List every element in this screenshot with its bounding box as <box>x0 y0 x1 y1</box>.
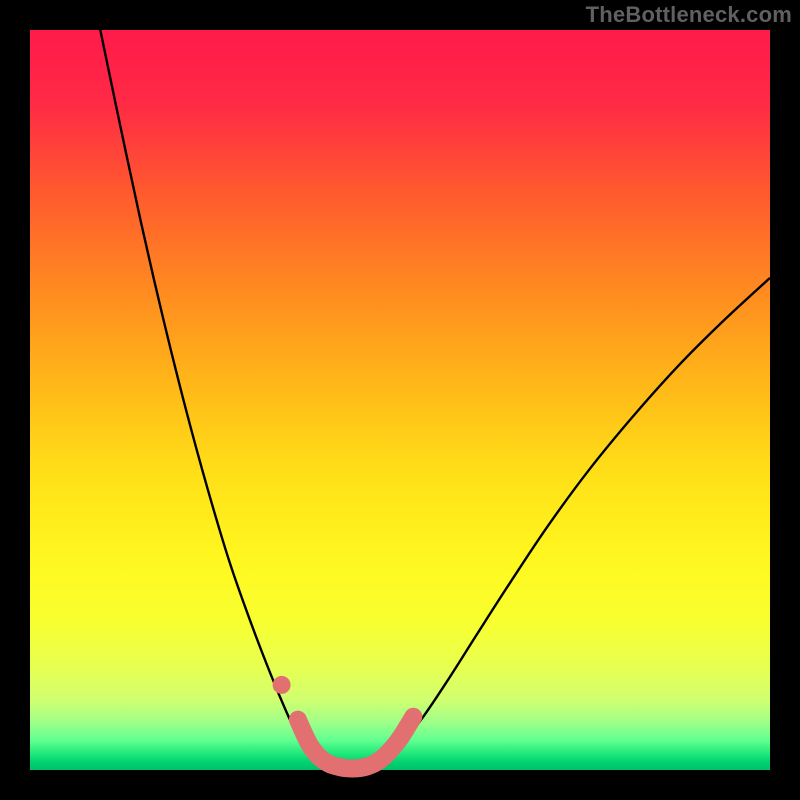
bottleneck-chart <box>0 0 800 800</box>
marker-dot-icon <box>273 676 291 694</box>
plot-area <box>30 30 770 770</box>
chart-container: TheBottleneck.com <box>0 0 800 800</box>
watermark-label: TheBottleneck.com <box>586 2 792 28</box>
